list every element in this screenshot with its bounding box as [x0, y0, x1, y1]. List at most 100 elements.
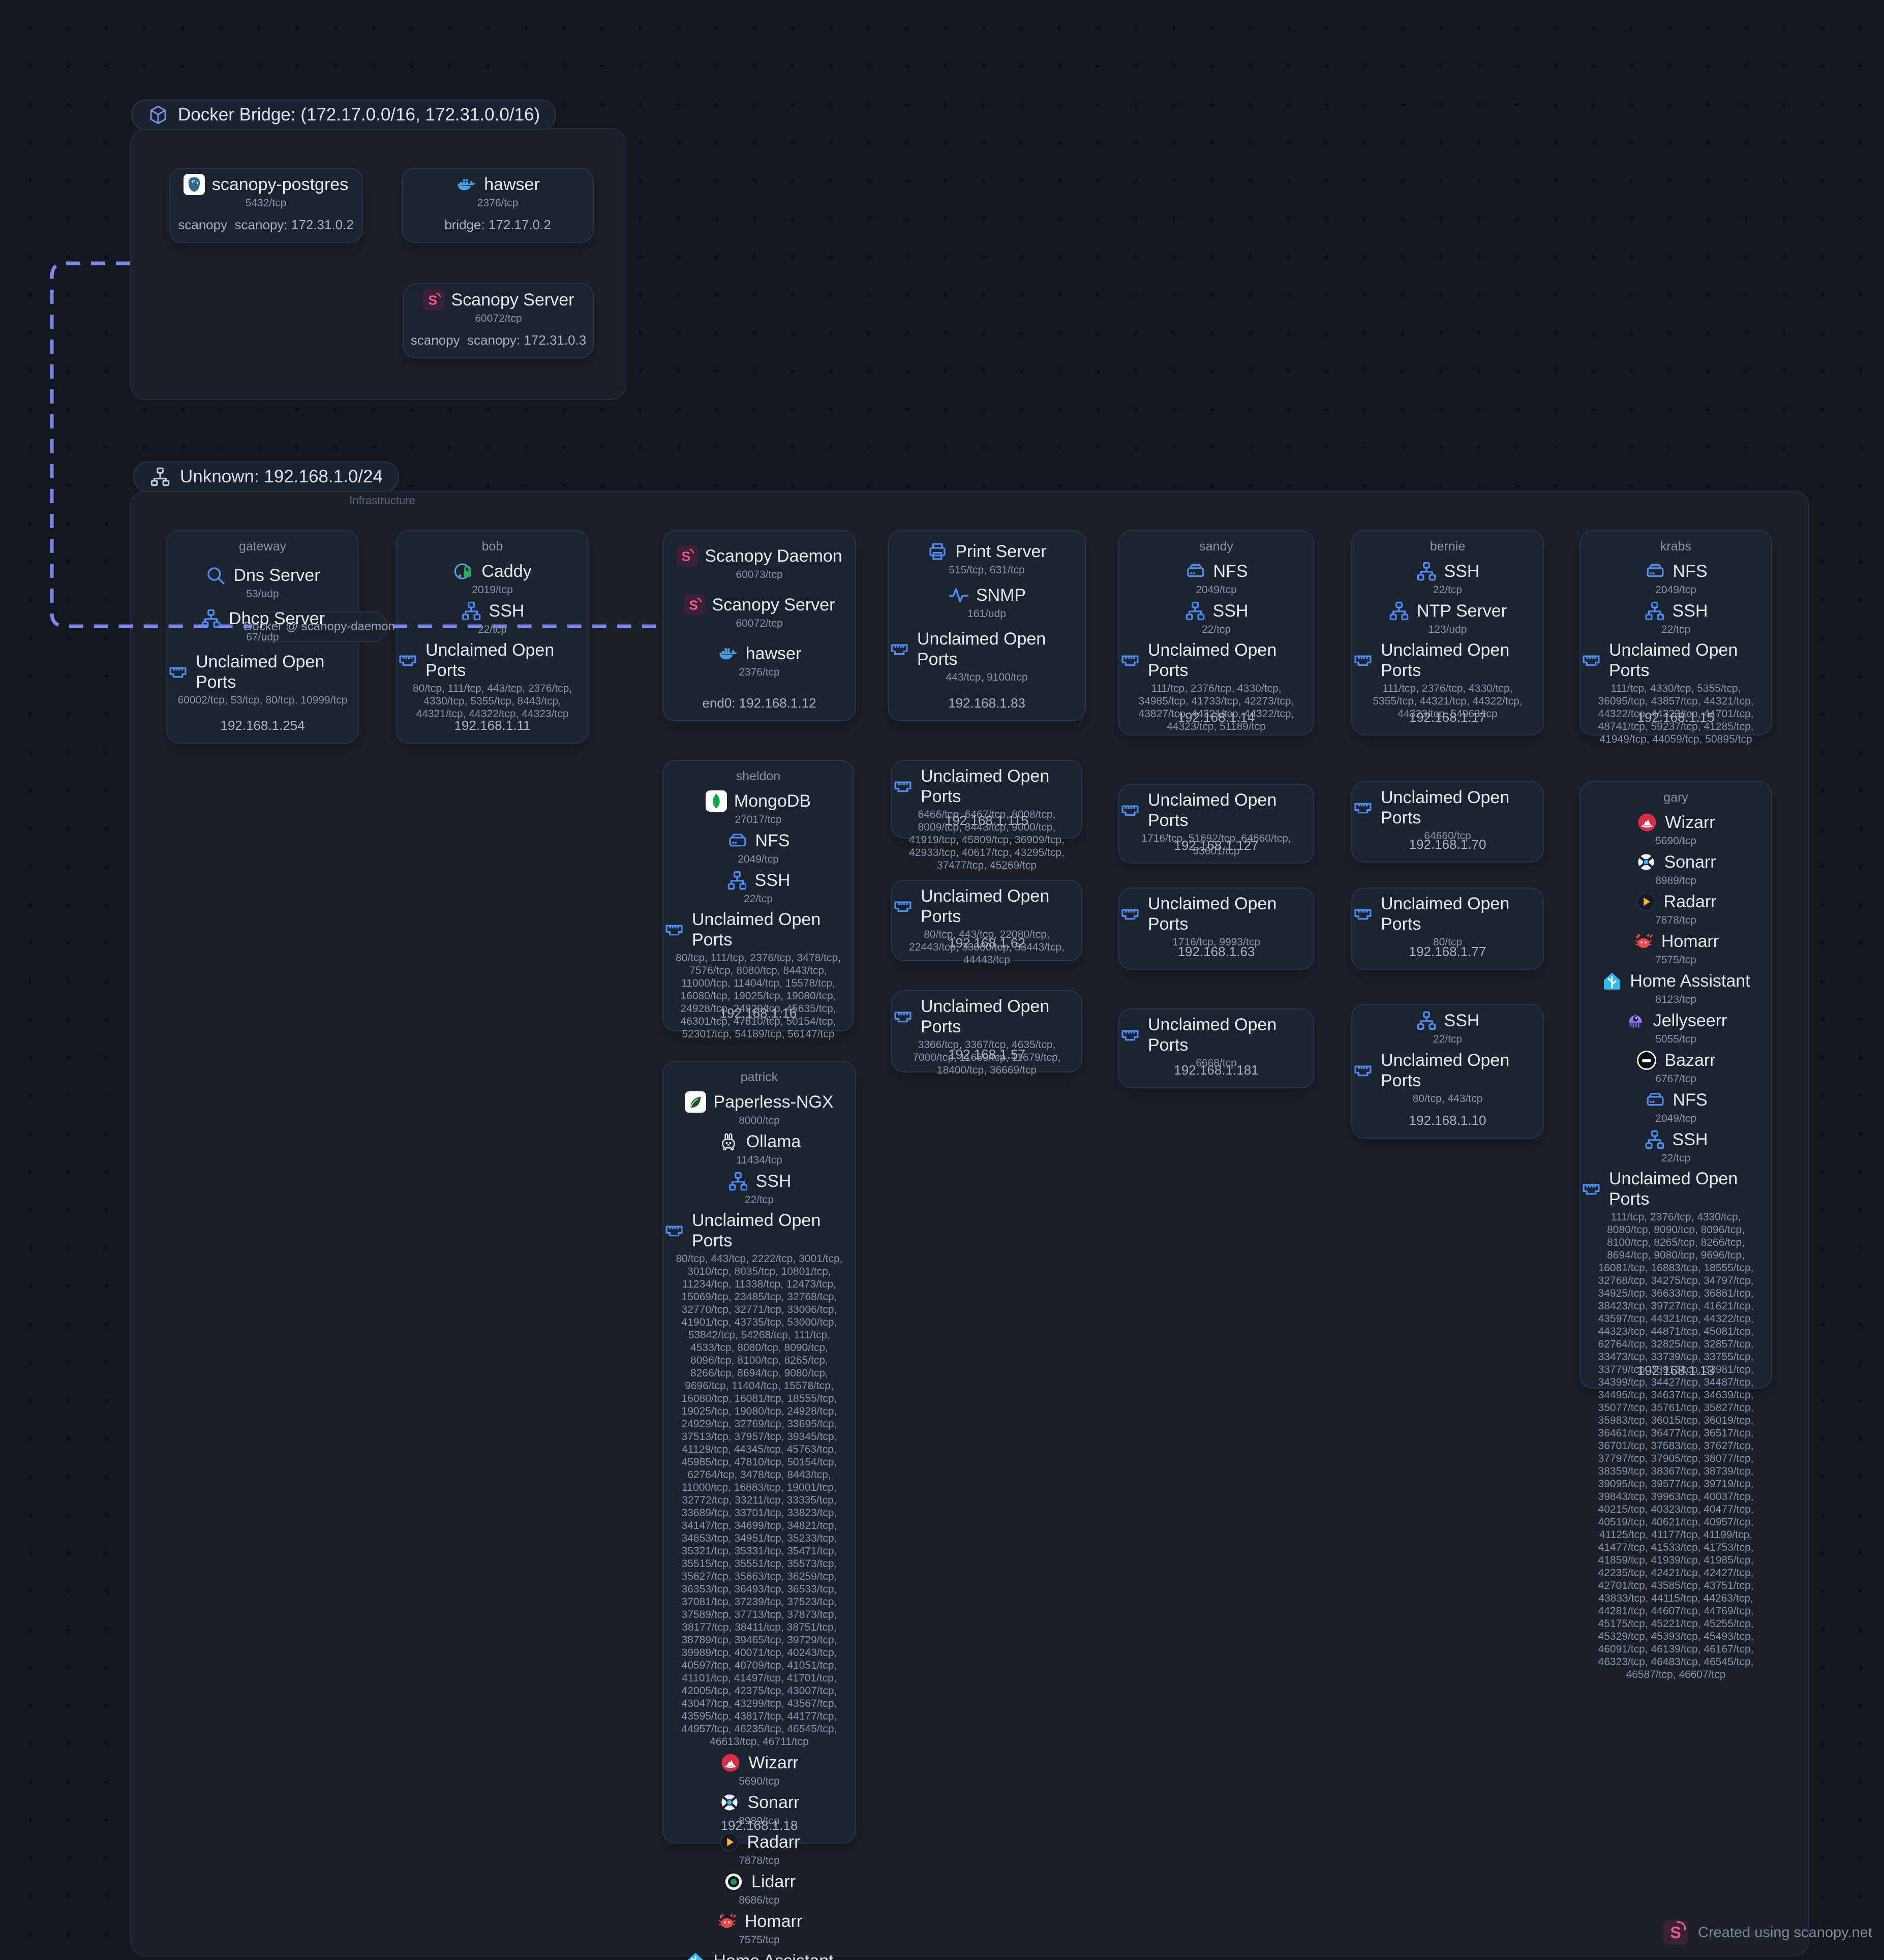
host-card-gateway[interactable]: gateway Dns Server 53/udp Dhcp Server 67/udp… — [166, 530, 359, 744]
service-row-ollama[interactable]: Ollama 11434/tcp — [663, 1131, 855, 1167]
host-card-unclaimed-181[interactable]: Unclaimed Open Ports 6668/tcp 192.168.1.18… — [1118, 1008, 1314, 1088]
service-row-hawser[interactable]: hawser 2376/tcp — [663, 643, 855, 679]
service-row-sonarr[interactable]: Sonarr 8989/tcp — [1581, 851, 1771, 887]
host-card-unclaimed-127[interactable]: Unclaimed Open Ports 1716/tcp, 51692/tcp,… — [1118, 784, 1314, 864]
service-row-unclaimed-open-ports[interactable]: Unclaimed Open Ports 80/tcp — [1352, 894, 1543, 948]
host-card-scanopy-server-docker[interactable]: S Scanopy Server 60072/tcp scanopy scanopy:… — [403, 283, 594, 358]
service-row-unclaimed-open-ports[interactable]: Unclaimed Open Ports 60002/tcp, 53/tcp, 8… — [167, 652, 358, 707]
docker-network-pill[interactable]: Docker Bridge: (172.17.0.0/16, 172.31.0.… — [131, 100, 557, 130]
service-row-radarr[interactable]: Radarr 7878/tcp — [1581, 891, 1771, 927]
service-row-ssh[interactable]: SSH 22/tcp — [663, 870, 853, 905]
service-row-nfs[interactable]: NFS 2049/tcp — [663, 830, 853, 866]
service-ports: 80/tcp, 443/tcp, 2222/tcp, 3001/tcp, 301… — [676, 1253, 843, 1748]
service-list: S Scanopy Server 60072/tcp — [404, 284, 593, 325]
host-card-unclaimed-70[interactable]: Unclaimed Open Ports 64660/tcp 192.168.1.7… — [1351, 781, 1544, 863]
unknown-network-pill[interactable]: Unknown: 192.168.1.0/24 — [133, 462, 399, 492]
service-row-nfs[interactable]: NFS 2049/tcp — [1119, 561, 1313, 596]
host-card-bernie[interactable]: bernie SSH 22/tcp NTP Server 123/udp Unclaime… — [1351, 530, 1544, 736]
service-row-ssh[interactable]: SSH 22/tcp — [397, 600, 588, 636]
service-ports: 22/tcp — [1433, 584, 1463, 596]
service-row-nfs[interactable]: NFS 2049/tcp — [1581, 561, 1771, 596]
service-row-hawser[interactable]: hawser 2376/tcp — [403, 174, 593, 209]
host-card-bob[interactable]: bob Caddy 2019/tcp SSH 22/tcp Unclaimed Open … — [396, 530, 589, 744]
service-row-homarr[interactable]: Homarr 7575/tcp — [663, 1911, 855, 1946]
service-label: Wizarr — [748, 1753, 799, 1772]
host-card-unclaimed-57[interactable]: Unclaimed Open Ports 3366/tcp, 3367/tcp, … — [891, 990, 1082, 1076]
service-row-snmp[interactable]: SNMP 161/udp — [889, 585, 1085, 620]
service-row-unclaimed-open-ports[interactable]: Unclaimed Open Ports 6668/tcp — [1119, 1015, 1313, 1069]
service-label: SSH — [489, 601, 525, 621]
service-row-jellyseerr[interactable]: Jellyseerr 5055/tcp — [1581, 1010, 1771, 1046]
host-card-scanopy-daemon-host[interactable]: S Scanopy Daemon 60073/tcp S Scanopy Server 6… — [662, 530, 856, 721]
service-row-wizarr[interactable]: Wizarr 5690/tcp — [1581, 812, 1771, 847]
service-row-unclaimed-open-ports[interactable]: Unclaimed Open Ports 111/tcp, 2376/tcp, 4… — [1352, 640, 1543, 720]
service-row-paperless-ngx[interactable]: Paperless-NGX 8000/tcp — [663, 1091, 855, 1127]
host-card-unclaimed-77[interactable]: Unclaimed Open Ports 80/tcp 192.168.1.77 — [1351, 887, 1544, 970]
host-card-krabs[interactable]: krabs NFS 2049/tcp SSH 22/tcp Unclaimed Open … — [1579, 530, 1772, 745]
service-ports: 2049/tcp — [738, 853, 779, 865]
service-row-unclaimed-open-ports[interactable]: Unclaimed Open Ports 80/tcp, 111/tcp, 237… — [663, 909, 853, 1040]
service-list: Unclaimed Open Ports 1716/tcp, 51692/tcp,… — [1119, 785, 1313, 857]
host-card-print-server-host[interactable]: Print Server 515/tcp, 631/tcp SNMP 161/udp U… — [888, 530, 1086, 721]
service-row-lidarr[interactable]: Lidarr 8686/tcp — [663, 1871, 855, 1907]
service-row-ssh[interactable]: SSH 22/tcp — [663, 1171, 855, 1206]
service-label: Unclaimed Open Ports — [1148, 640, 1277, 680]
service-row-homarr[interactable]: Homarr 7575/tcp — [1581, 931, 1771, 966]
service-row-ntp-server[interactable]: NTP Server 123/udp — [1352, 600, 1543, 636]
service-row-wizarr[interactable]: Wizarr 5690/tcp — [663, 1752, 855, 1788]
service-row-unclaimed-open-ports[interactable]: Unclaimed Open Ports 1716/tcp, 9993/tcp — [1119, 894, 1313, 948]
host-card-gary[interactable]: gary Wizarr 5690/tcp Sonarr 8989/tcp Radarr 78… — [1579, 781, 1772, 1680]
service-row-unclaimed-open-ports[interactable]: Unclaimed Open Ports 111/tcp, 2376/tcp, 4… — [1581, 1169, 1771, 1681]
service-row-unclaimed-open-ports[interactable]: Unclaimed Open Ports 1716/tcp, 51692/tcp,… — [1119, 790, 1313, 858]
service-row-unclaimed-open-ports[interactable]: Unclaimed Open Ports 80/tcp, 111/tcp, 443… — [397, 640, 588, 720]
service-row-mongodb[interactable]: MongoDB 27017/tcp — [663, 790, 853, 826]
service-row-unclaimed-open-ports[interactable]: Unclaimed Open Ports 3366/tcp, 3367/tcp, … — [892, 996, 1081, 1077]
host-card-unclaimed-62[interactable]: Unclaimed Open Ports 80/tcp, 443/tcp, 220… — [891, 880, 1082, 966]
host-card-unclaimed-63[interactable]: Unclaimed Open Ports 1716/tcp, 9993/tcp 19… — [1118, 887, 1314, 970]
service-row-nfs[interactable]: NFS 2049/tcp — [1581, 1089, 1771, 1125]
service-row-scanopy-server[interactable]: S Scanopy Server 60072/tcp — [663, 594, 855, 630]
service-row-scanopy-daemon[interactable]: S Scanopy Daemon 60073/tcp — [663, 545, 855, 581]
service-row-scanopy-server[interactable]: S Scanopy Server 60072/tcp — [404, 289, 593, 325]
network-icon — [149, 466, 171, 487]
service-row-sonarr[interactable]: Sonarr 8989/tcp — [663, 1792, 855, 1827]
service-label: Homarr — [1661, 932, 1719, 951]
host-card-sheldon[interactable]: sheldon MongoDB 27017/tcp NFS 2049/tcp SSH 22/… — [662, 760, 854, 1040]
service-ports: 8123/tcp — [1655, 994, 1696, 1005]
attribution[interactable]: S Created using scanopy.net — [1663, 1920, 1872, 1945]
service-row-unclaimed-open-ports[interactable]: Unclaimed Open Ports 80/tcp, 443/tcp — [1352, 1050, 1543, 1105]
service-row-ssh[interactable]: SSH 22/tcp — [1352, 1010, 1543, 1046]
service-row-dhcp-server[interactable]: Dhcp Server 67/udp — [167, 608, 358, 644]
service-row-unclaimed-open-ports[interactable]: Unclaimed Open Ports 80/tcp, 443/tcp, 222… — [663, 1210, 855, 1748]
attribution-text: Created using scanopy.net — [1698, 1924, 1872, 1941]
service-row-unclaimed-open-ports[interactable]: Unclaimed Open Ports 6466/tcp, 6467/tcp, … — [892, 766, 1081, 872]
service-row-unclaimed-open-ports[interactable]: Unclaimed Open Ports 111/tcp, 4330/tcp, 5… — [1581, 640, 1771, 746]
service-row-bazarr[interactable]: Bazarr 6767/tcp — [1581, 1050, 1771, 1085]
host-card-scanopy-postgres[interactable]: scanopy-postgres 5432/tcp scanopy scanopy:… — [169, 168, 363, 243]
service-row-unclaimed-open-ports[interactable]: Unclaimed Open Ports 80/tcp, 443/tcp, 220… — [892, 886, 1081, 966]
service-label: hawser — [484, 175, 540, 194]
service-row-unclaimed-open-ports[interactable]: Unclaimed Open Ports 64660/tcp — [1352, 787, 1543, 842]
host-card-sandy[interactable]: sandy NFS 2049/tcp SSH 22/tcp Unclaimed Open … — [1118, 530, 1314, 736]
host-card-patrick[interactable]: patrick Paperless-NGX 8000/tcp Ollama 11434/… — [662, 1061, 856, 1960]
scanopy-icon: S — [422, 289, 444, 311]
service-label: Scanopy Server — [451, 290, 574, 310]
service-row-ssh[interactable]: SSH 22/tcp — [1119, 600, 1313, 636]
host-card-unclaimed-115[interactable]: Unclaimed Open Ports 6466/tcp, 6467/tcp, … — [891, 760, 1082, 871]
service-row-ssh[interactable]: SSH 22/tcp — [1581, 1129, 1771, 1165]
ports-icon — [663, 1220, 685, 1241]
host-card-hawser-docker[interactable]: hawser 2376/tcp bridge: 172.17.0.2 — [402, 168, 594, 243]
service-row-scanopy-postgres[interactable]: scanopy-postgres 5432/tcp — [170, 174, 362, 209]
host-card-host-10[interactable]: SSH 22/tcp Unclaimed Open Ports 80/tcp, 443… — [1351, 1004, 1544, 1139]
service-label: Radarr — [747, 1832, 800, 1852]
service-row-ssh[interactable]: SSH 22/tcp — [1352, 561, 1543, 596]
service-row-unclaimed-open-ports[interactable]: Unclaimed Open Ports 111/tcp, 2376/tcp, 4… — [1119, 640, 1313, 733]
service-row-ssh[interactable]: SSH 22/tcp — [1581, 600, 1771, 636]
service-row-caddy[interactable]: Caddy 2019/tcp — [397, 561, 588, 596]
service-row-dns-server[interactable]: Dns Server 53/udp — [167, 565, 358, 600]
service-row-print-server[interactable]: Print Server 515/tcp, 631/tcp — [889, 541, 1085, 576]
service-row-radarr[interactable]: Radarr 7878/tcp — [663, 1831, 855, 1867]
service-row-unclaimed-open-ports[interactable]: Unclaimed Open Ports 443/tcp, 9100/tcp — [889, 629, 1085, 684]
